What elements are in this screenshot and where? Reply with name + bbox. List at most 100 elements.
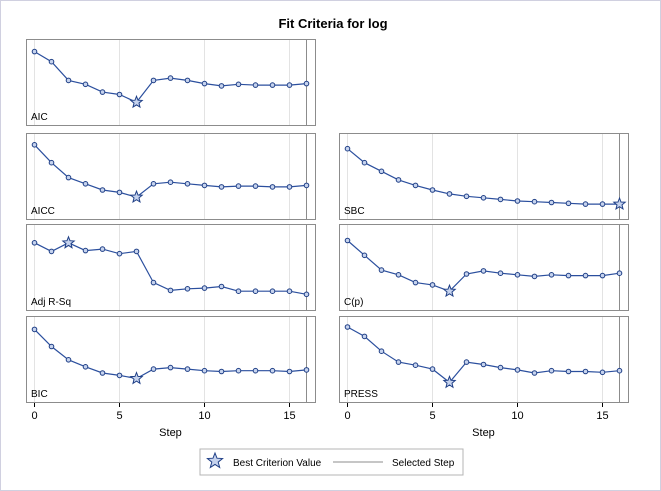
data-point [548,272,555,278]
panel-frame [26,224,316,311]
data-point [378,348,385,355]
data-point [446,191,453,197]
panel-label: AIC [31,112,48,123]
data-point [48,159,55,166]
data-point [31,48,38,55]
data-point [167,364,174,371]
legend-best-label: Best Criterion Value [233,458,322,469]
data-point [565,368,572,375]
panel-frame [339,224,629,311]
panel-label: BIC [31,389,48,400]
data-point [82,364,89,370]
panel-label: SBC [344,206,365,217]
data-point [218,283,225,290]
data-point [286,368,293,375]
data-point [463,271,470,277]
panel-bic: BIC [26,316,316,403]
best-criterion-star-icon [129,371,144,385]
legend-best-star-icon [206,451,224,469]
data-point [599,201,606,207]
data-point [201,182,208,189]
data-point [582,368,589,375]
best-criterion-star-icon [612,196,627,210]
data-point [150,279,157,286]
data-point [303,182,310,189]
data-point [235,183,242,189]
data-point [565,200,572,207]
data-point [463,359,470,365]
data-point [497,196,504,203]
data-point [565,272,572,279]
data-point [269,184,276,190]
data-point [548,199,555,206]
data-point [548,367,555,374]
data-point [480,195,487,201]
data-point [378,267,385,273]
best-criterion-star-icon [442,375,457,389]
data-point [31,142,38,148]
data-point [531,198,538,205]
data-point [235,367,242,374]
data-point [167,287,174,294]
data-point [252,183,259,189]
data-point [395,272,402,278]
panel-label: Adj R-Sq [31,297,71,308]
data-point [344,145,351,152]
panel-frame [26,316,316,403]
data-point [514,198,521,204]
data-point [616,367,623,374]
data-point [599,272,606,279]
panel-aicc: AICC [26,133,316,220]
data-point [286,82,293,88]
data-point [31,326,38,333]
data-point [412,279,419,286]
data-point [286,184,293,190]
panel-press: PRESS [339,316,629,403]
data-point [480,361,487,368]
data-point [480,268,487,274]
x-axis-label: Step [472,427,495,439]
data-point [167,179,174,185]
data-point [65,174,72,181]
data-point [497,364,504,371]
data-point [599,369,606,376]
x-tick-label: 5 [116,410,122,422]
data-point [235,81,242,88]
panel-sbc: SBC [339,133,629,220]
data-point [201,285,208,291]
data-point [269,288,276,295]
data-point [412,362,419,369]
data-point [65,77,72,84]
data-point [82,81,89,88]
data-point [497,270,504,277]
panel-aic: AIC [26,39,316,126]
data-point [361,159,368,166]
data-point [286,288,293,295]
data-point [514,367,521,373]
x-axes: 0 5 10 15 Step 0 5 10 15 Step [31,403,609,439]
data-point [99,89,106,95]
data-point [48,58,55,65]
data-point [82,247,89,254]
data-point [395,177,402,183]
data-point [303,367,310,373]
data-point [344,324,351,330]
data-point [184,366,191,372]
x-tick-label: 0 [344,410,350,422]
data-point [344,237,351,244]
data-point [150,77,157,84]
data-point [429,366,436,372]
data-point [252,367,259,374]
data-point [252,82,259,88]
panel-frame [339,133,629,220]
data-point [235,288,242,295]
data-point [616,270,623,277]
best-criterion-star-icon [129,94,144,109]
data-point [395,359,402,365]
data-point [412,182,419,189]
data-point [99,246,106,252]
data-point [65,357,72,363]
chart-title: Fit Criteria for log [278,16,387,31]
x-tick-label: 15 [283,410,295,422]
data-point [116,372,123,379]
